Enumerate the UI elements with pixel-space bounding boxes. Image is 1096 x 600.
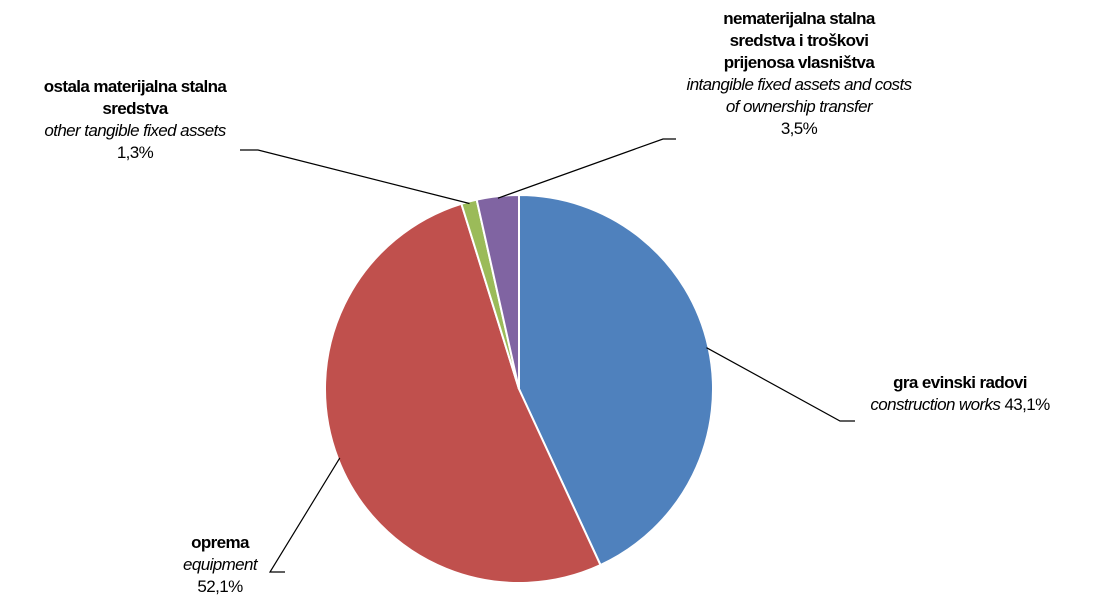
leader-line-other (240, 149, 470, 205)
label-equipment: oprema equipment 52,1% (150, 532, 290, 598)
pie-slice-equipment (324, 202, 602, 584)
label-construction-en: construction works (870, 395, 1001, 414)
label-other-en: other tangible fixed assets (44, 121, 226, 140)
pie-slice-intangible (475, 193, 520, 390)
leader-line-equipment (268, 457, 341, 573)
label-equipment-hr: oprema (191, 533, 249, 552)
label-other-tangible: ostala materijalna stalna sredstva other… (0, 76, 270, 164)
label-construction-value: 43,1% (1004, 395, 1050, 414)
label-equipment-value: 52,1% (197, 577, 243, 596)
label-other-hr: ostala materijalna stalna sredstva (43, 77, 227, 118)
label-construction-hr: gra evinski radovi (893, 373, 1027, 392)
label-intangible-en: intangible fixed assets and costs of own… (686, 75, 913, 116)
label-construction-works: gra evinski radovi construction works 43… (820, 372, 1096, 416)
leader-line-construction (706, 347, 855, 422)
pie-slice-construction (518, 193, 714, 567)
leader-line-intangible (497, 138, 676, 199)
label-intangible-hr: nematerijalna stalna sredstva i troškovi… (723, 9, 875, 72)
label-other-value: 1,3% (116, 143, 154, 162)
label-intangible: nematerijalna stalna sredstva i troškovi… (664, 8, 934, 140)
label-intangible-value: 3,5% (780, 119, 818, 138)
label-equipment-en: equipment (183, 555, 258, 574)
